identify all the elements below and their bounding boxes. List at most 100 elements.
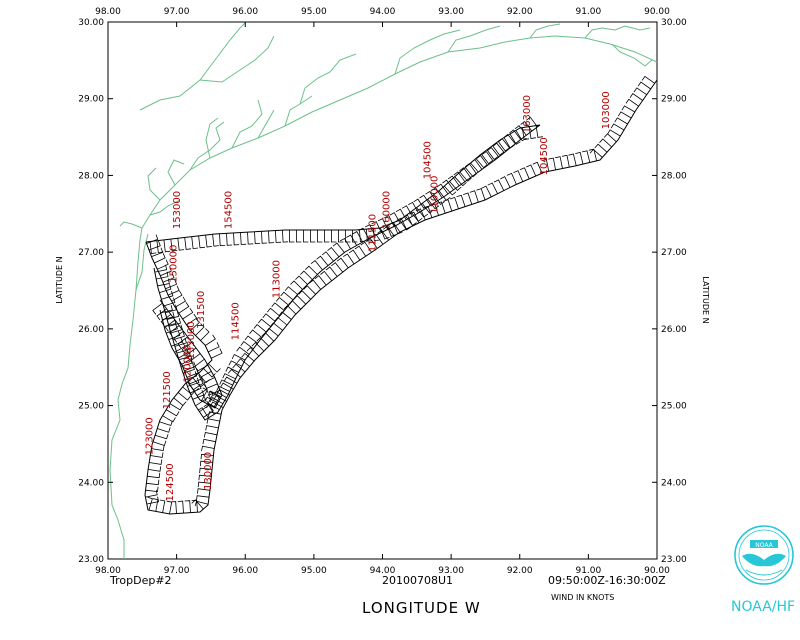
wind-barb	[208, 390, 221, 400]
wind-barb	[438, 190, 451, 201]
wind-barb	[174, 341, 186, 353]
bottom-lon-tick-label: 95.00	[301, 566, 327, 576]
wind-barb	[253, 324, 267, 333]
wind-barb	[189, 374, 202, 385]
wind-barb	[249, 329, 263, 338]
bottom-lon-tick-label: 92.00	[507, 566, 533, 576]
wind-barb	[463, 192, 473, 205]
wind-barb	[298, 290, 311, 300]
top-lon-tick-label: 93.00	[438, 7, 464, 17]
wind-barb	[617, 111, 632, 119]
wind-barb	[145, 486, 159, 493]
wind-barb	[509, 129, 522, 140]
wind-barb	[196, 384, 208, 396]
time-label: 150000	[169, 245, 180, 283]
wind-barb	[316, 255, 329, 266]
wind-barb	[514, 125, 527, 136]
wind-barb	[205, 334, 216, 346]
wind-barb	[269, 322, 283, 331]
wind-barb	[157, 278, 170, 287]
wind-barb	[310, 260, 323, 271]
top-lon-tick-label: 97.00	[164, 7, 190, 17]
wind-barb	[637, 81, 651, 90]
wind-barb	[148, 240, 161, 251]
wind-barb	[456, 194, 466, 207]
wind-barb	[170, 239, 178, 252]
wind-barb	[453, 171, 466, 182]
wind-barb	[227, 369, 241, 378]
wind-barb	[154, 253, 166, 264]
footer-units: WIND IN KNOTS	[551, 593, 614, 602]
bottom-lon-tick-label: 90.00	[644, 566, 670, 576]
wind-barb	[509, 133, 521, 145]
wind-barb	[205, 425, 219, 431]
wind-barb	[528, 126, 536, 139]
wind-barb	[480, 153, 493, 165]
wind-barb	[436, 201, 446, 214]
wind-barb	[641, 75, 655, 84]
wind-barb	[389, 212, 401, 224]
wind-barb	[200, 328, 210, 341]
wind-barb	[280, 291, 294, 301]
map-frame	[107, 21, 658, 560]
wind-barb	[161, 290, 174, 300]
footer-mission: TropDep#2	[109, 574, 172, 587]
wind-barb	[182, 386, 196, 396]
wind-barb	[486, 149, 499, 160]
wind-barb	[310, 230, 316, 243]
time-label: 130000	[203, 452, 214, 490]
wind-barb	[342, 253, 355, 265]
wind-barb	[190, 353, 201, 366]
wind-barb	[399, 219, 411, 231]
wind-barb	[365, 224, 376, 236]
wind-barb	[251, 342, 265, 352]
time-label: 110000	[429, 176, 440, 214]
wind-barb	[633, 87, 647, 96]
wind-barb	[261, 231, 268, 244]
wind-barb	[168, 330, 181, 340]
wind-barb	[589, 148, 603, 158]
wind-barb	[208, 363, 221, 373]
wind-barb	[166, 311, 180, 320]
wind-barb	[177, 238, 185, 251]
wind-barb	[198, 474, 212, 481]
wind-barb	[500, 176, 511, 188]
wind-barb	[159, 284, 172, 293]
wind-barb	[284, 286, 298, 295]
wind-barb	[346, 234, 357, 246]
time-label: 121500	[162, 371, 173, 409]
wind-barb	[159, 420, 173, 427]
wind-barb	[442, 179, 454, 191]
wind-barb	[410, 211, 423, 222]
wind-barb	[156, 308, 167, 321]
wind-barb	[244, 335, 258, 344]
left-lat-tick-label: 27.00	[78, 248, 104, 258]
wind-barb	[177, 392, 191, 401]
time-label: 120000	[182, 344, 193, 382]
wind-barb	[610, 123, 625, 131]
wind-barb	[360, 241, 372, 253]
wind-barb	[196, 495, 210, 501]
wind-barb	[379, 227, 390, 240]
wind-barb	[228, 360, 243, 367]
wind-barb	[331, 262, 344, 273]
wind-barb	[274, 316, 288, 326]
wind-barb	[164, 319, 176, 332]
wind-barb	[562, 154, 570, 168]
wind-barb	[289, 230, 295, 243]
wind-barb	[199, 467, 213, 474]
wind-barb	[154, 264, 168, 273]
wind-barb	[345, 230, 351, 243]
wind-barb	[492, 142, 505, 153]
wind-barb	[582, 150, 591, 163]
wind-barb	[487, 182, 498, 194]
wind-barb	[147, 472, 161, 479]
wind-barb	[526, 164, 537, 177]
bottom-lon-tick-label: 91.00	[575, 566, 601, 576]
wind-barb	[185, 371, 198, 381]
wind-barb	[164, 318, 177, 327]
time-label: 160000	[381, 191, 392, 229]
wind-barb	[395, 208, 407, 220]
wind-barb	[151, 445, 165, 451]
wind-barb	[168, 318, 181, 327]
